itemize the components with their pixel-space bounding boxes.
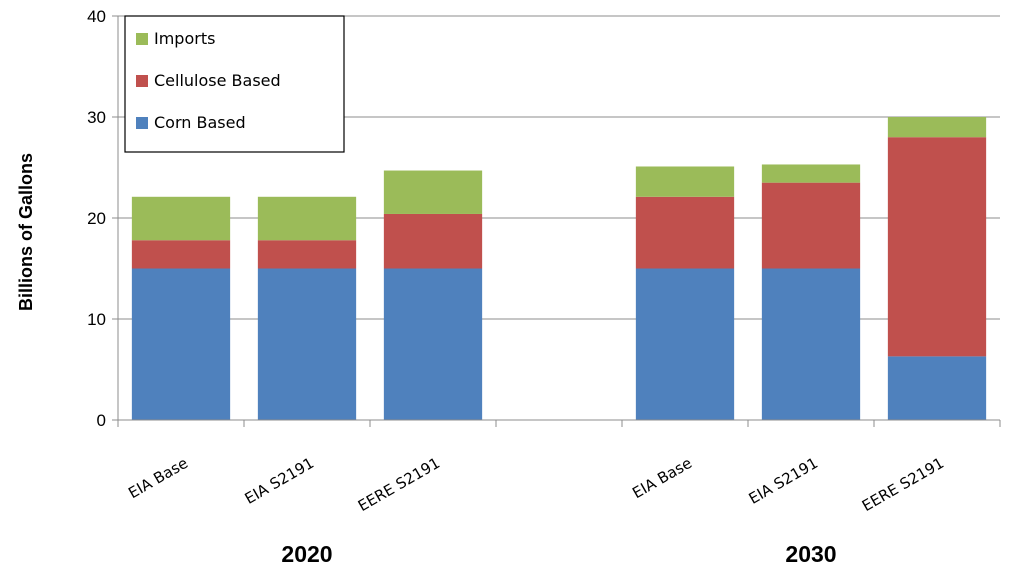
legend-label: Corn Based: [154, 113, 246, 132]
axes: [112, 15, 1001, 427]
bar-segment-cellulose-based: [257, 240, 357, 269]
bar-segment-imports: [635, 166, 735, 197]
x-category-label: EIA S2191: [746, 454, 821, 508]
group-label: 2030: [785, 541, 836, 567]
bar-segment-cellulose-based: [761, 182, 861, 269]
legend-swatch: [136, 117, 148, 129]
bars: [131, 117, 987, 420]
legend-label: Cellulose Based: [154, 71, 281, 90]
x-category-label: EIA Base: [629, 454, 695, 502]
y-tick-label: 30: [87, 108, 106, 127]
legend-swatch: [136, 75, 148, 87]
bar-segment-corn-based: [383, 268, 483, 420]
legend: Imports Cellulose Based Corn Based: [124, 15, 345, 153]
y-tick-label: 20: [87, 209, 106, 228]
bar-segment-imports: [131, 196, 231, 241]
bar-segment-imports: [761, 164, 861, 183]
y-tick-label: 40: [87, 7, 106, 26]
y-axis-title: Billions of Gallons: [16, 153, 36, 311]
bar-segment-cellulose-based: [131, 240, 231, 269]
bar-segment-corn-based: [887, 356, 987, 420]
bar-segment-cellulose-based: [383, 213, 483, 269]
bar-segment-cellulose-based: [887, 137, 987, 357]
bar-segment-corn-based: [131, 268, 231, 420]
bar-segment-imports: [887, 117, 987, 138]
legend-label: Imports: [154, 29, 215, 48]
bar-segment-corn-based: [635, 268, 735, 420]
bar-segment-imports: [383, 170, 483, 214]
bar-segment-corn-based: [761, 268, 861, 420]
bar-segment-cellulose-based: [635, 196, 735, 269]
x-category-label: EERE S2191: [859, 454, 947, 515]
x-category-label: EERE S2191: [355, 454, 443, 515]
x-category-label: EIA S2191: [242, 454, 317, 508]
x-category-label: EIA Base: [125, 454, 191, 502]
y-tick-label: 10: [87, 310, 106, 329]
y-tick-label: 0: [97, 411, 106, 430]
legend-swatch: [136, 33, 148, 45]
legend-box: [124, 15, 345, 153]
bar-segment-corn-based: [257, 268, 357, 420]
group-label: 2020: [281, 541, 332, 567]
bar-segment-imports: [257, 196, 357, 241]
